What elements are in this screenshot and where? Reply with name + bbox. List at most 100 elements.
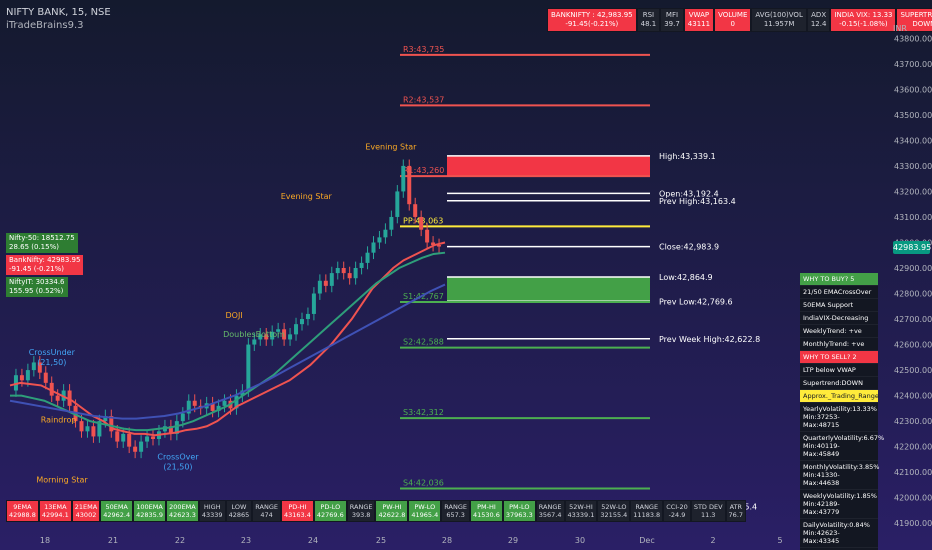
- x-tick-label: Dec: [639, 536, 654, 545]
- top-stat-text: 48.1: [640, 20, 657, 28]
- level-label: Prev High:43,163.4: [659, 197, 736, 206]
- candle-body: [395, 191, 400, 217]
- y-tick-label: 42500.00: [894, 366, 932, 375]
- bottom-stat-text: 42623.3: [169, 511, 196, 519]
- bottom-stat-text: RANGE: [444, 503, 467, 511]
- candle-body: [413, 204, 418, 217]
- candle-body: [234, 395, 239, 409]
- x-tick-label: 18: [40, 536, 50, 545]
- bottom-stat-cell: RANGE 657.3: [441, 500, 470, 522]
- top-stat-text: 43111: [687, 20, 711, 28]
- y-tick-label: 42200.00: [894, 443, 932, 452]
- top-stat-cell: SUPERTRENDDOWN: [896, 8, 932, 32]
- bottom-stat-text: PM-LO: [509, 503, 530, 511]
- bottom-stat-cell: RANGE 11183.8: [630, 500, 664, 522]
- bottom-stat-text: 657.3: [446, 511, 465, 519]
- bottom-stat-text: RANGE: [349, 503, 373, 511]
- bottom-stat-cell: CCI-20 -24.9: [663, 500, 691, 522]
- pivot-label: R2:43,537: [403, 95, 444, 104]
- y-tick-label: 43600.00: [894, 85, 932, 94]
- top-stat-text: MFI: [665, 11, 679, 19]
- candle-body: [133, 446, 138, 452]
- top-stat-text: 11.957M: [763, 20, 795, 28]
- bottom-stat-cell: PD-HI 43163.4: [280, 500, 314, 522]
- pattern-label: Raindrop: [41, 415, 77, 424]
- candle-body: [192, 400, 197, 406]
- y-tick-label: 42900.00: [894, 264, 932, 273]
- top-stat-text: 0: [730, 20, 735, 28]
- signal-row: MonthlyVolatility:3.85% Min:41330-Max:44…: [800, 461, 879, 490]
- bottom-stat-text: HIGH: [203, 503, 221, 511]
- top-stat-text: SUPERTREND: [900, 11, 932, 19]
- bottom-stat-text: 474: [260, 511, 273, 519]
- candle-body: [383, 229, 388, 238]
- bottom-stat-cell: PM-HI 41530.6: [469, 500, 503, 522]
- currency-unit: INR: [893, 24, 907, 33]
- top-stat-text: -0.15(-1.08%): [839, 20, 888, 28]
- bottom-stat-text: 11.3: [700, 511, 716, 519]
- bottom-stat-text: -24.9: [668, 511, 686, 519]
- bottom-stat-text: 100EMA: [136, 503, 163, 511]
- bottom-stat-text: PD-HI: [288, 503, 307, 511]
- y-tick-label: 42800.00: [894, 290, 932, 299]
- candle-body: [216, 405, 221, 411]
- bottom-stat-text: 76.7: [728, 511, 744, 519]
- candle-body: [389, 216, 394, 230]
- y-tick-label: 42400.00: [894, 392, 932, 401]
- pivot-label: R3:43,735: [403, 45, 444, 54]
- bottom-stats-table: 9EMA 42988.8 13EMA 42994.1 21EMA 43002 50EMA 42…: [6, 500, 747, 522]
- signal-row: LTP below VWAP: [800, 364, 878, 377]
- candle-body: [347, 273, 352, 279]
- y-tick-label: 43300.00: [894, 162, 932, 171]
- level-label: High:43,339.1: [659, 152, 716, 161]
- candle-body: [359, 262, 364, 268]
- candle-body: [335, 268, 340, 274]
- pattern-label: (21,50): [163, 462, 192, 471]
- bottom-stat-text: 52W-HI: [569, 503, 593, 511]
- bottom-stat-cell: 52W-HI 43339.1: [564, 500, 598, 522]
- bottom-stat-cell: HIGH 43339: [198, 500, 226, 522]
- bottom-stat-text: 43002: [75, 511, 97, 519]
- top-stat-cell: VWAP 43111: [683, 8, 715, 32]
- candle-body: [299, 319, 304, 325]
- bottom-stat-text: 42988.8: [9, 511, 36, 519]
- y-tick-label: 42600.00: [894, 341, 932, 350]
- bottom-stat-cell: LOW 42865: [225, 500, 253, 522]
- x-tick-label: 5: [777, 536, 782, 545]
- candle-body: [294, 324, 299, 335]
- pivot-label: S1:42,767: [403, 292, 444, 301]
- candle-body: [145, 436, 150, 442]
- candle-body: [151, 436, 156, 440]
- bottom-stat-text: 21EMA: [74, 503, 98, 511]
- top-stat-cell: MFI 39.7: [660, 8, 684, 32]
- top-stat-text: INDIA VIX: 13.33: [834, 11, 893, 19]
- bottom-stat-text: RANGE: [635, 503, 659, 511]
- signal-row: WHY TO SELL? 2: [800, 351, 878, 364]
- x-tick-label: 30: [575, 536, 585, 545]
- symbol-title[interactable]: NIFTY BANK, 15, NSE: [6, 7, 111, 18]
- candle-body: [55, 395, 60, 401]
- indicator-name[interactable]: iTradeBrains9.3: [6, 20, 84, 31]
- bottom-stat-text: 9EMA: [13, 503, 32, 511]
- bottom-stat-cell: 50EMA 42962.4: [100, 500, 134, 522]
- candle-body: [258, 334, 263, 340]
- ema-line: [10, 251, 446, 432]
- bottom-stat-text: 393.8: [351, 511, 371, 519]
- bottom-stat-cell: STD DEV 11.3: [690, 500, 726, 522]
- bottom-stat-text: PD-LO: [320, 503, 341, 511]
- bottom-stat-text: 41965.4: [411, 511, 439, 519]
- signal-row: QuarterlyVolatility:6.67% Min:40119-Max:…: [800, 432, 884, 461]
- red-zone: [447, 155, 650, 177]
- signal-row: WeeklyVolatility:1.85% Min:42189-Max:437…: [800, 490, 878, 519]
- candle-body: [282, 329, 287, 340]
- candle-body: [25, 370, 30, 381]
- bottom-stat-text: 42769.6: [316, 511, 344, 519]
- bottom-stat-text: RANGE: [538, 503, 562, 511]
- bottom-stat-text: 42622.8: [378, 511, 406, 519]
- pivot-label: S4:42,036: [403, 479, 444, 488]
- y-tick-label: 43700.00: [894, 60, 932, 69]
- candle-body: [431, 242, 436, 246]
- top-stat-cell: RSI 48.1: [636, 8, 661, 32]
- signal-row: IndiaVIX-Decreasing: [800, 312, 878, 325]
